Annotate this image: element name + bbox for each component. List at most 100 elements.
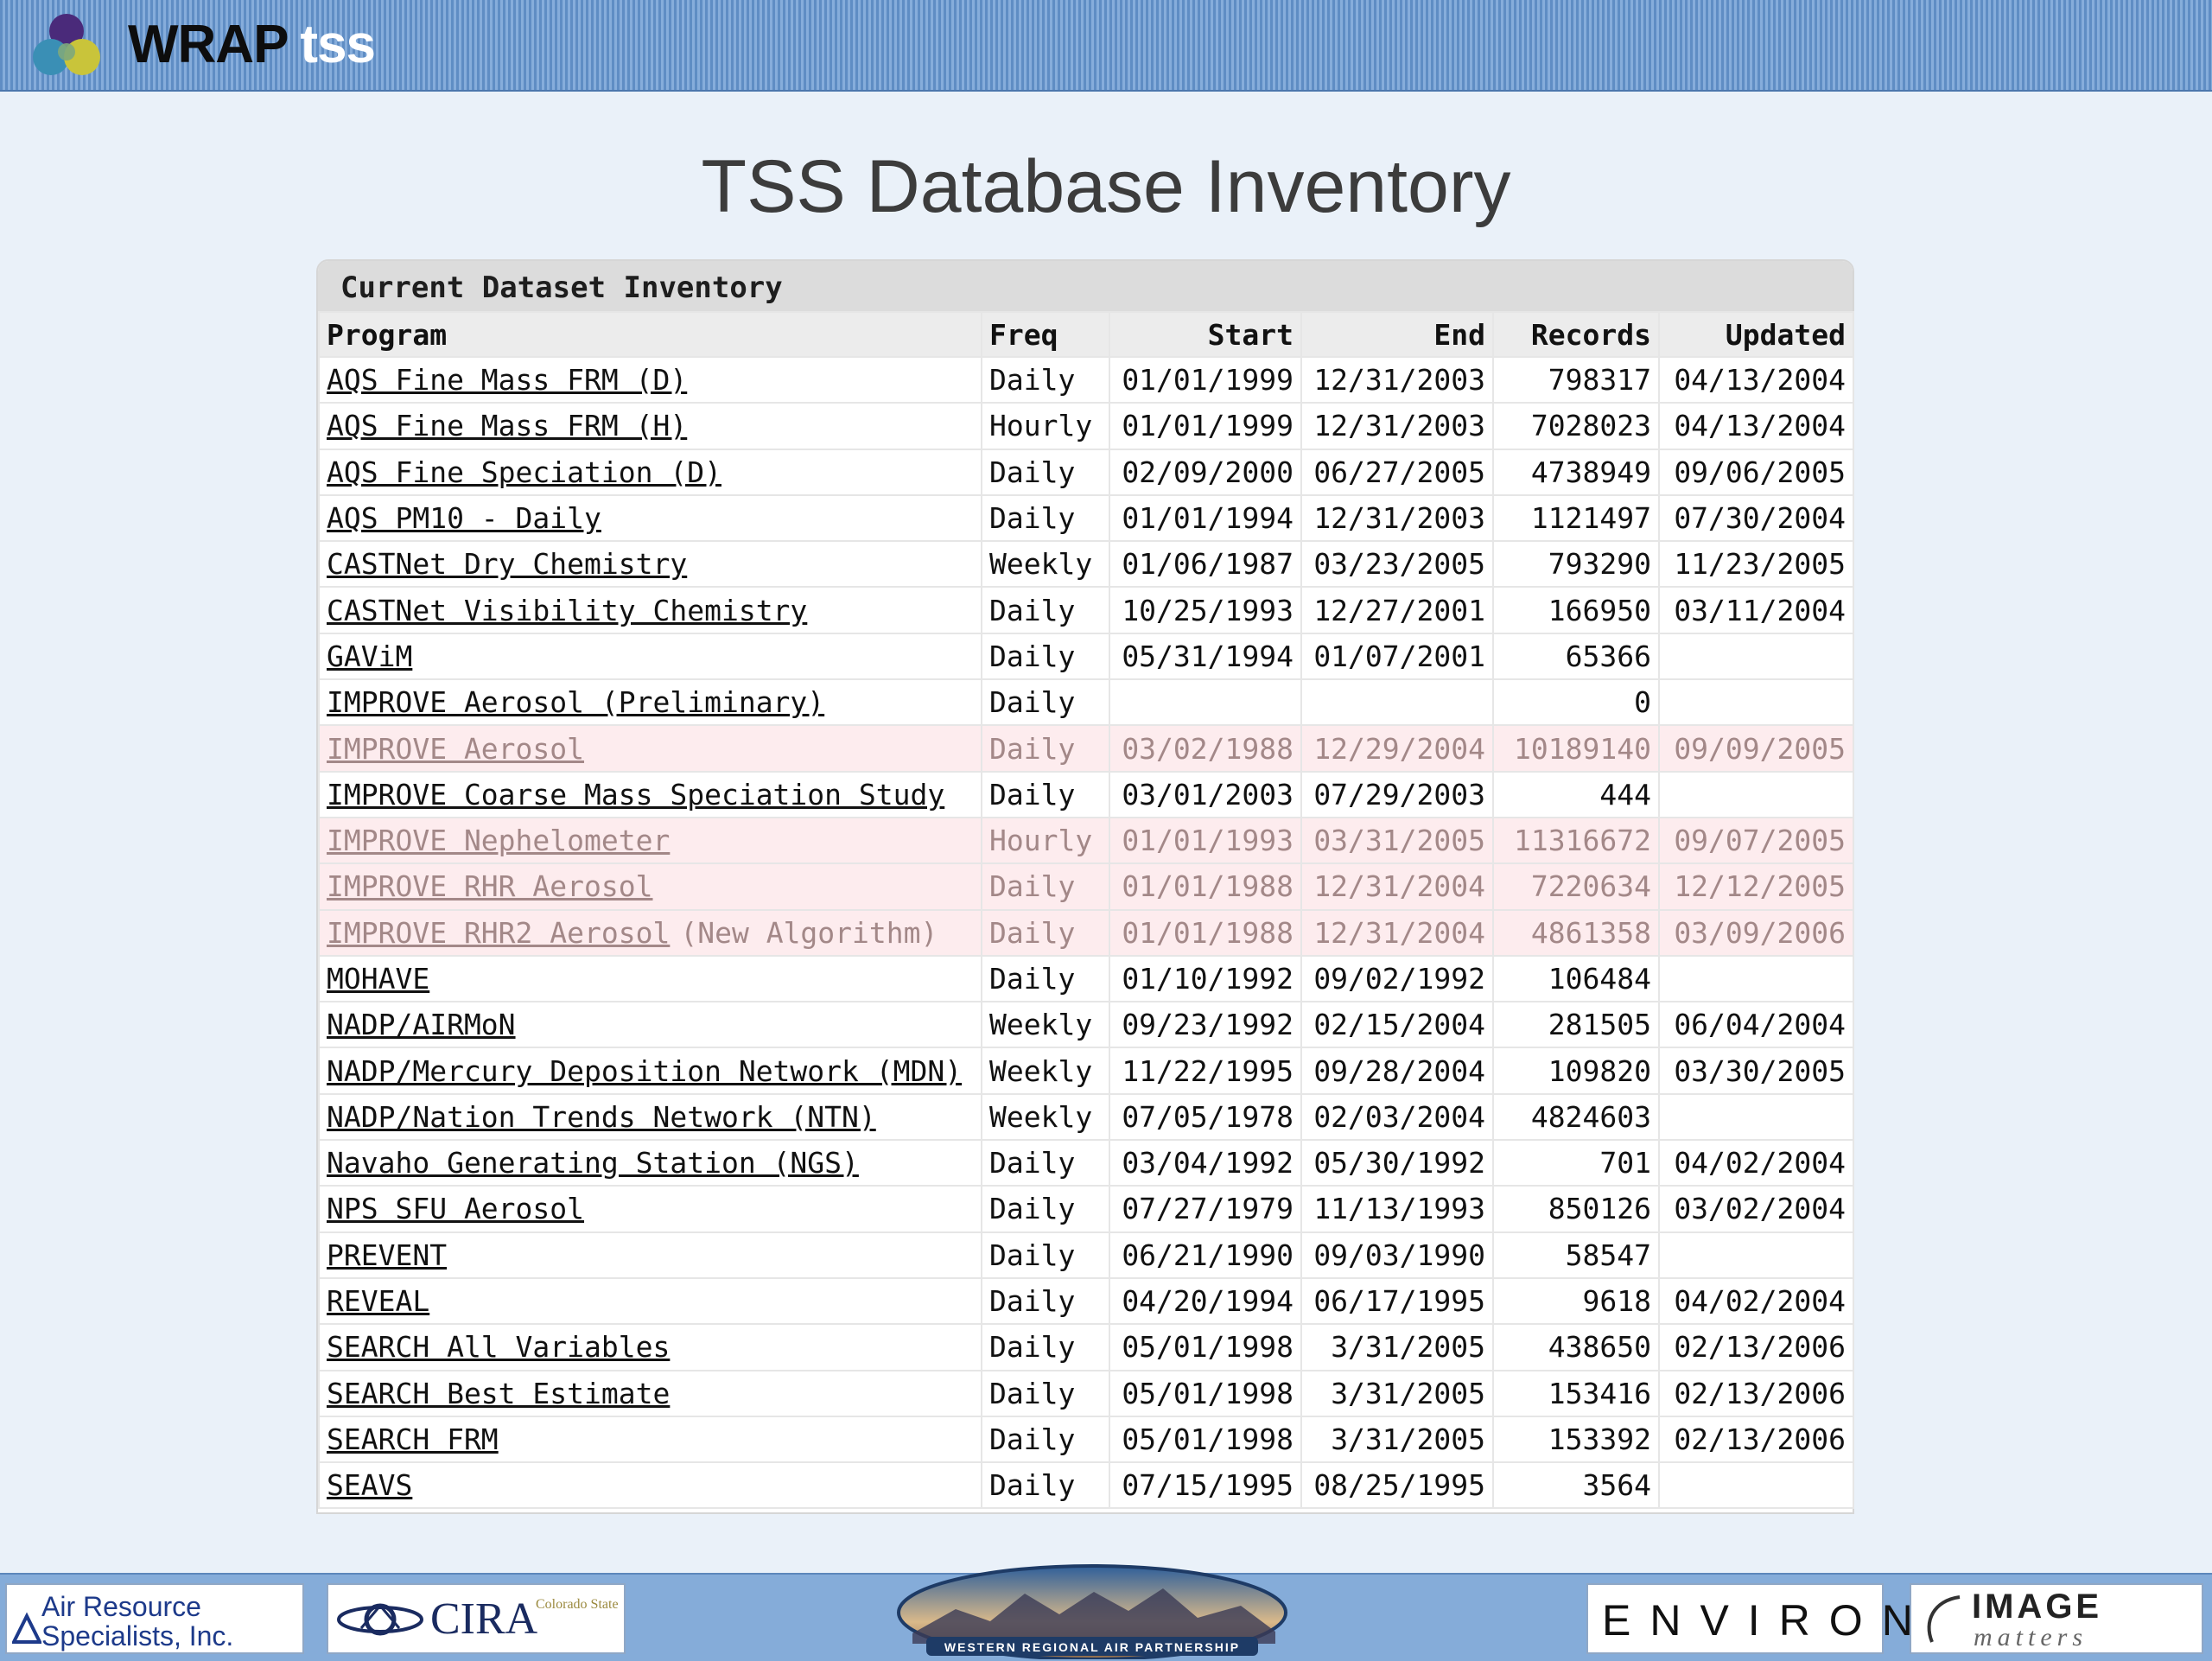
program-link[interactable]: CASTNet Dry Chemistry (327, 547, 688, 582)
cell-updated (1658, 632, 1854, 681)
table-row: AQS PM10 - Daily Daily 01/01/1994 12/31/200… (318, 493, 1854, 543)
program-link[interactable]: NADP/Nation Trends Network (NTN) (327, 1099, 876, 1134)
cell-start: 01/01/1999 (1109, 355, 1302, 404)
program-link[interactable]: REVEAL (327, 1284, 430, 1319)
air-resource-specialists-logo[interactable]: Air Resource Specialists, Inc. (5, 1583, 304, 1654)
cell-program: IMPROVE Aerosol (318, 724, 982, 773)
brand-main: WRAP (128, 15, 289, 74)
cell-end: 07/29/2003 (1300, 770, 1494, 818)
cell-end: 12/27/2001 (1300, 586, 1494, 634)
column-header-program[interactable]: Program (318, 311, 982, 358)
table-header-row: Program Freq Start End Records Updated (318, 311, 1854, 358)
program-link[interactable]: NADP/Mercury Deposition Network (MDN) (327, 1053, 963, 1088)
cell-updated (1658, 678, 1854, 727)
wrap-partnership-logo[interactable]: WESTERN REGIONAL AIR PARTNERSHIP (895, 1557, 1289, 1659)
column-header-updated[interactable]: Updated (1658, 311, 1854, 358)
cell-records: 166950 (1492, 586, 1660, 634)
program-link[interactable]: NADP/AIRMoN (327, 1008, 516, 1042)
cell-freq: Daily (981, 862, 1110, 911)
cell-freq: Daily (981, 724, 1110, 773)
cell-freq: Weekly (981, 1001, 1110, 1049)
program-link[interactable]: MOHAVE (327, 962, 430, 996)
cell-start: 03/04/1992 (1109, 1139, 1302, 1187)
cell-records: 438650 (1492, 1323, 1660, 1371)
cell-records: 0 (1492, 678, 1660, 727)
program-link[interactable]: SEARCH Best Estimate (327, 1376, 671, 1410)
cell-end: 08/25/1995 (1300, 1461, 1494, 1510)
cell-records: 153416 (1492, 1369, 1660, 1417)
program-link[interactable]: AQS Fine Mass FRM (H) (327, 409, 688, 443)
cell-end: 12/31/2004 (1300, 908, 1494, 957)
image-matters-logo[interactable]: IMAGE matters (1910, 1583, 2203, 1654)
program-link[interactable]: AQS Fine Speciation (D) (327, 455, 721, 489)
table-row: CASTNet Visibility Chemistry Daily 10/25/1… (318, 586, 1854, 634)
table-row: IMPROVE Aerosol Daily 03/02/1988 12/29/2004… (318, 724, 1854, 773)
cell-freq: Weekly (981, 1047, 1110, 1095)
cell-end: 12/31/2004 (1300, 862, 1494, 911)
table-row: PREVENT Daily 06/21/1990 09/03/1990 58547 (318, 1231, 1854, 1279)
program-link[interactable]: GAViM (327, 639, 413, 673)
cell-start: 03/02/1988 (1109, 724, 1302, 773)
environ-logo[interactable]: ENVIRON (1586, 1583, 1913, 1654)
program-link[interactable]: IMPROVE Aerosol (Preliminary) (327, 685, 825, 720)
inventory-table: Program Freq Start End Records Updated A… (318, 311, 1854, 1510)
cell-records: 10189140 (1492, 724, 1660, 773)
cell-freq: Daily (981, 586, 1110, 634)
program-link[interactable]: PREVENT (327, 1238, 448, 1272)
program-link[interactable]: SEARCH FRM (327, 1422, 499, 1456)
column-header-end[interactable]: End (1300, 311, 1494, 358)
cell-end: 3/31/2005 (1300, 1369, 1494, 1417)
cell-freq: Weekly (981, 540, 1110, 589)
cell-end: 02/03/2004 (1300, 1092, 1494, 1142)
cell-freq: Daily (981, 1231, 1110, 1279)
program-link[interactable]: IMPROVE RHR Aerosol (327, 869, 653, 904)
program-link[interactable]: AQS PM10 - Daily (327, 501, 601, 536)
program-link[interactable]: AQS Fine Mass FRM (D) (327, 363, 688, 398)
program-link[interactable]: IMPROVE Coarse Mass Speciation Study (327, 777, 945, 811)
table-row: AQS Fine Mass FRM (D) Daily 01/01/1999 12/3… (318, 355, 1854, 404)
cell-end: 06/17/1995 (1300, 1276, 1494, 1326)
column-header-freq[interactable]: Freq (981, 311, 1110, 358)
wrap-logo-icon (33, 14, 100, 75)
program-link[interactable]: SEAVS (327, 1468, 413, 1503)
program-link[interactable]: IMPROVE RHR2 Aerosol (327, 915, 671, 950)
cell-program: IMPROVE RHR2 Aerosol (New Algorithm) (318, 908, 982, 957)
table-row: NPS SFU Aerosol Daily 07/27/1979 11/13/1993… (318, 1185, 1854, 1233)
cell-program: NADP/Mercury Deposition Network (MDN) (318, 1047, 982, 1095)
cell-program: PREVENT (318, 1231, 982, 1279)
cell-records: 9618 (1492, 1276, 1660, 1326)
program-link[interactable]: CASTNet Visibility Chemistry (327, 593, 808, 627)
page-title: TSS Database Inventory (701, 145, 1511, 228)
image-matters-swoosh-icon (1927, 1595, 1961, 1643)
cell-start: 05/01/1998 (1109, 1323, 1302, 1371)
program-note: (New Algorithm) (680, 915, 938, 950)
cell-updated (1658, 1092, 1854, 1142)
program-link[interactable]: IMPROVE Nephelometer (327, 824, 671, 858)
table-row: AQS Fine Speciation (D) Daily 02/09/2000 06… (318, 448, 1854, 496)
cell-start: 10/25/1993 (1109, 586, 1302, 634)
cell-records: 793290 (1492, 540, 1660, 589)
program-link[interactable]: IMPROVE Aerosol (327, 731, 585, 766)
program-link[interactable]: Navaho Generating Station (NGS) (327, 1146, 859, 1181)
cell-program: SEARCH FRM (318, 1415, 982, 1464)
cell-records: 4861358 (1492, 908, 1660, 957)
program-link[interactable]: SEARCH All Variables (327, 1330, 671, 1365)
table-row: GAViM Daily 05/31/1994 01/07/2001 65366 (318, 632, 1854, 681)
table-row: IMPROVE Coarse Mass Speciation Study Dail… (318, 770, 1854, 818)
cell-freq: Daily (981, 1461, 1110, 1510)
cira-logo[interactable]: CIRA Colorado State (327, 1583, 626, 1654)
cell-updated: 04/02/2004 (1658, 1276, 1854, 1326)
brand-logo[interactable]: WRAP tss (128, 14, 376, 76)
cell-program: REVEAL (318, 1276, 982, 1326)
cell-start: 05/31/1994 (1109, 632, 1302, 681)
cell-freq: Hourly (981, 816, 1110, 865)
program-link[interactable]: NPS SFU Aerosol (327, 1192, 585, 1226)
cell-records: 58547 (1492, 1231, 1660, 1279)
cell-updated (1658, 954, 1854, 1003)
cell-records: 4738949 (1492, 448, 1660, 496)
column-header-start[interactable]: Start (1109, 311, 1302, 358)
column-header-records[interactable]: Records (1492, 311, 1660, 358)
cell-start (1109, 678, 1302, 727)
cell-updated: 09/06/2005 (1658, 448, 1854, 496)
cell-records: 281505 (1492, 1001, 1660, 1049)
